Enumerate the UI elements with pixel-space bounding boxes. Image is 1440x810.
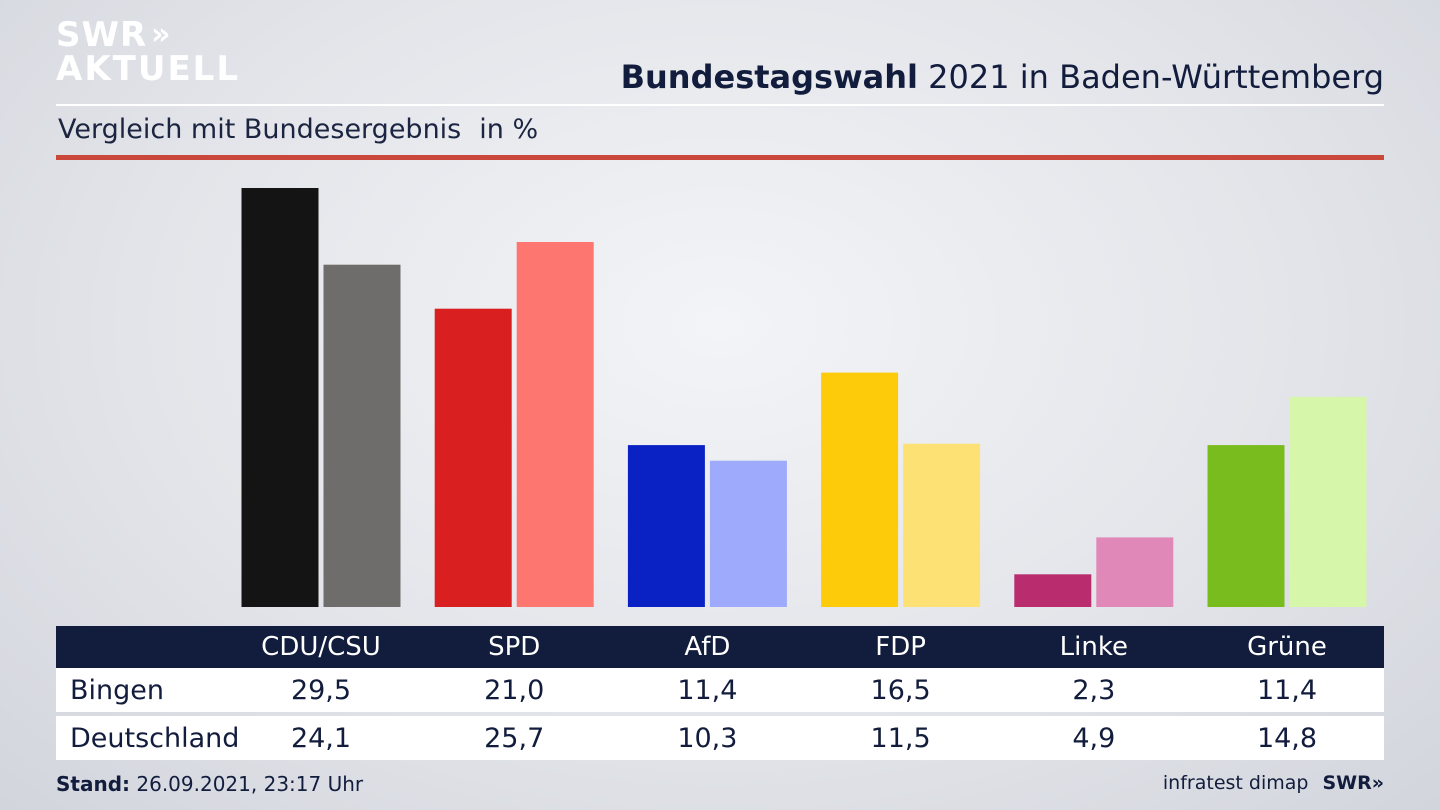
bar-spd-bingen bbox=[434, 308, 512, 607]
bar-spd-deutschland bbox=[516, 242, 594, 607]
bar-afd-bingen bbox=[627, 445, 705, 607]
table-cell-deutschland-linke: 4,9 bbox=[1072, 722, 1116, 754]
chart-title: Bundestagswahl 2021 in Baden-Württemberg bbox=[621, 58, 1384, 96]
table-cell-bingen-fdp: 16,5 bbox=[870, 674, 931, 706]
bar-fdp-bingen bbox=[821, 372, 899, 607]
table-header-row: CDU/CSU SPD AfD FDP Linke Grüne bbox=[56, 626, 1384, 668]
stand-value: 26.09.2021, 23:17 Uhr bbox=[130, 772, 364, 796]
results-table: CDU/CSU SPD AfD FDP Linke Grüne Bingen 29,5 21… bbox=[56, 626, 1384, 760]
table-cell-deutschland-gr-ne: 14,8 bbox=[1256, 722, 1318, 754]
table-header-afd: AfD bbox=[684, 632, 731, 662]
bar-gr-ne-deutschland bbox=[1289, 396, 1367, 607]
row-label-bingen: Bingen bbox=[70, 674, 164, 706]
chart-title-rest: 2021 in Baden-Württemberg bbox=[917, 58, 1384, 96]
table-cell-bingen-linke: 2,3 bbox=[1072, 674, 1116, 706]
source-text: infratest dimap bbox=[1162, 772, 1309, 794]
accent-divider bbox=[56, 155, 1384, 160]
table-cell-deutschland-cdu-csu: 24,1 bbox=[290, 722, 352, 754]
bar-fdp-deutschland bbox=[903, 443, 981, 607]
table-cell-bingen-afd: 11,4 bbox=[677, 674, 738, 706]
table-header-linke: Linke bbox=[1059, 632, 1128, 662]
table-header-fdp: FDP bbox=[875, 632, 926, 662]
bar-afd-deutschland bbox=[709, 460, 787, 607]
table-cell-deutschland-afd: 10,3 bbox=[677, 722, 738, 754]
bar-cdu-csu-bingen bbox=[241, 188, 319, 607]
table-row-deutschland: Deutschland 24,1 25,7 10,3 11,5 4,9 14,8 bbox=[56, 716, 1384, 760]
table-cell-deutschland-spd: 25,7 bbox=[484, 722, 545, 754]
table-header-cdu-csu: CDU/CSU bbox=[261, 632, 381, 662]
row-label-deutschland: Deutschland bbox=[70, 722, 240, 754]
source-credit: infratest dimap SWR» bbox=[1163, 772, 1384, 794]
swr-aktuell-logo: SWR» AKTUELL bbox=[56, 15, 241, 89]
unit-label: in % bbox=[479, 114, 539, 145]
bar-gr-ne-bingen bbox=[1207, 445, 1285, 607]
bar-linke-deutschland bbox=[1096, 537, 1174, 607]
header-divider bbox=[56, 104, 1384, 106]
table-row-bingen: Bingen 29,5 21,0 11,4 16,5 2,3 11,4 bbox=[56, 668, 1384, 712]
table-cell-bingen-spd: 21,0 bbox=[484, 674, 545, 706]
bar-cdu-csu-deutschland bbox=[323, 264, 401, 607]
table-cell-deutschland-fdp: 11,5 bbox=[870, 722, 931, 754]
logo-swr-text: SWR bbox=[56, 15, 148, 55]
bar-linke-bingen bbox=[1014, 574, 1092, 607]
footer-swr-logo: SWR» bbox=[1322, 772, 1384, 794]
bar-chart bbox=[241, 188, 1367, 607]
table-cell-bingen-cdu-csu: 29,5 bbox=[290, 674, 352, 706]
table-header-spd: SPD bbox=[488, 632, 541, 662]
logo-aktuell-text: AKTUELL bbox=[56, 49, 241, 89]
chart-subtitle: Vergleich mit Bundesergebnis in % bbox=[58, 114, 538, 145]
table-cell-bingen-gr-ne: 11,4 bbox=[1256, 674, 1318, 706]
stand-label: Stand: bbox=[56, 772, 131, 796]
subtitle-text: Vergleich mit Bundesergebnis bbox=[58, 114, 462, 145]
table-header-gr-ne: Grüne bbox=[1247, 632, 1327, 662]
chart-title-bold: Bundestagswahl bbox=[620, 58, 918, 96]
timestamp: Stand: 26.09.2021, 23:17 Uhr bbox=[56, 772, 363, 796]
